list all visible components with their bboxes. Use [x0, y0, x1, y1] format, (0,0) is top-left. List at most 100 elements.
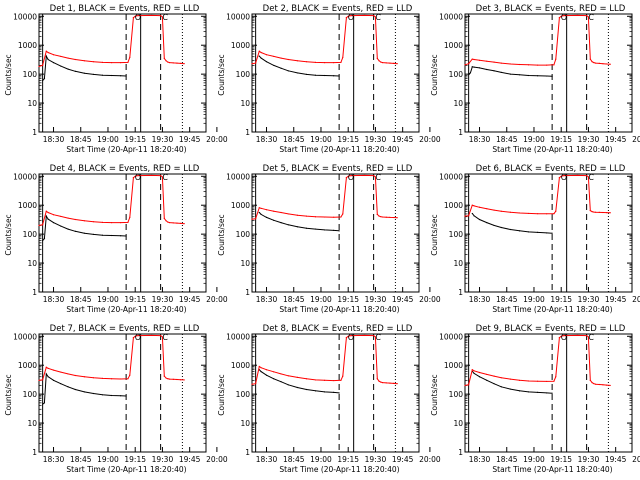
lld-data-point: [134, 175, 136, 177]
y-tick-label: 1: [245, 128, 250, 137]
y-tick-label: 10000: [13, 12, 37, 21]
lld-data-point: [363, 174, 366, 177]
marker-c: C: [375, 333, 381, 342]
marker-c: C: [162, 13, 168, 22]
y-tick-label: 10: [453, 259, 463, 268]
lld-data-point: [527, 64, 530, 66]
lld-data-point: [576, 14, 579, 17]
plot-frame: [464, 13, 633, 133]
lld-data-point: [478, 206, 481, 208]
events-data-point: [83, 72, 85, 74]
marker-c: C: [588, 13, 594, 22]
x-axis-label: Start Time (20-Apr-11 18:20:40): [492, 305, 612, 314]
lld-data-point: [342, 56, 344, 58]
lld-data-point: [605, 63, 608, 65]
x-tick-label: 19:00: [310, 135, 332, 144]
events-data-point: [67, 228, 69, 230]
lld-data-point: [509, 211, 511, 213]
lld-data-point: [74, 58, 76, 61]
x-tick-label: 20:00: [419, 135, 441, 144]
events-data-point: [83, 391, 85, 393]
lld-data-point: [129, 374, 131, 376]
lld-data-point: [305, 378, 308, 380]
lld-data-point: [593, 211, 595, 213]
lld-data-point: [351, 14, 353, 17]
lld-data-point: [52, 214, 55, 216]
x-tick-label: 19:30: [578, 455, 600, 464]
x-tick-label: 18:30: [469, 455, 491, 464]
lld-data-point: [333, 379, 335, 382]
events-data-point: [260, 213, 262, 216]
x-tick-label: 18:45: [496, 295, 518, 304]
lld-data-point: [176, 378, 178, 381]
y-tick-label: 10000: [439, 172, 463, 181]
lld-data-point: [280, 57, 282, 59]
marker-o: O: [348, 13, 354, 22]
lld-data-point: [363, 14, 366, 17]
lld-data-point: [564, 14, 566, 17]
x-tick-label: 18:45: [283, 295, 305, 304]
lld-data-point: [60, 215, 62, 218]
lld-data-point: [468, 384, 470, 386]
lld-data-point: [265, 54, 268, 56]
lld-data-point: [378, 215, 380, 217]
lld-data-point: [167, 378, 169, 380]
events-data-point: [47, 218, 49, 220]
events-data-point: [518, 74, 521, 76]
plot-frame: [251, 333, 420, 453]
lld-data-point: [47, 367, 49, 369]
events-data-point: [471, 66, 473, 68]
lld-data-point: [382, 382, 384, 384]
events-data-point: [493, 383, 495, 385]
lld-data-point: [586, 14, 588, 17]
lld-data-point: [553, 213, 555, 215]
events-data-point: [43, 78, 46, 80]
events-data-point: [74, 388, 76, 391]
events-data-point: [478, 218, 481, 221]
lld-data-point: [179, 379, 182, 381]
lld-data-point: [509, 378, 511, 380]
events-data-point: [324, 391, 326, 393]
events-data-point: [493, 224, 495, 227]
marker-o: O: [561, 173, 567, 182]
lld-data-point: [120, 378, 122, 380]
lld-data-point: [518, 212, 521, 214]
lld-data-point: [342, 213, 344, 215]
x-tick-label: 19:15: [124, 455, 146, 464]
lld-data-point: [553, 380, 555, 382]
events-data-point: [305, 388, 308, 391]
lld-data-point: [595, 211, 597, 213]
lld-data-point: [45, 210, 47, 212]
lld-data-point: [83, 220, 85, 222]
events-data-point: [518, 230, 521, 232]
marker-c: C: [588, 173, 594, 182]
lld-data-point: [111, 62, 113, 64]
lld-data-point: [305, 215, 308, 217]
y-tick-label: 1000: [231, 41, 250, 50]
lld-data-point: [132, 17, 134, 19]
lld-data-point: [176, 222, 178, 224]
events-data-point: [280, 222, 282, 224]
events-data-point: [486, 379, 488, 381]
lld-data-point: [351, 174, 353, 177]
lld-data-point: [558, 337, 560, 339]
lld-data-point: [373, 14, 375, 17]
lld-data-point: [342, 375, 344, 377]
y-tick-label: 1: [458, 288, 463, 297]
y-tick-label: 10: [240, 99, 250, 108]
x-axis-label: Start Time (20-Apr-11 18:20:40): [66, 305, 186, 314]
y-tick-label: 10000: [226, 332, 250, 341]
lld-data-point: [378, 380, 380, 382]
events-data-point: [314, 390, 317, 392]
y-tick-label: 10000: [439, 332, 463, 341]
lld-data-point: [120, 222, 122, 224]
lld-data-point: [138, 14, 140, 17]
lld-data-point: [560, 335, 562, 337]
lld-data-point: [537, 213, 539, 215]
lld-series-line: [251, 334, 398, 385]
x-tick-label: 20:00: [632, 455, 640, 464]
x-tick-label: 19:15: [124, 135, 146, 144]
x-tick-label: 19:00: [523, 135, 545, 144]
lld-data-point: [296, 60, 298, 62]
plot-frame: [251, 13, 420, 133]
